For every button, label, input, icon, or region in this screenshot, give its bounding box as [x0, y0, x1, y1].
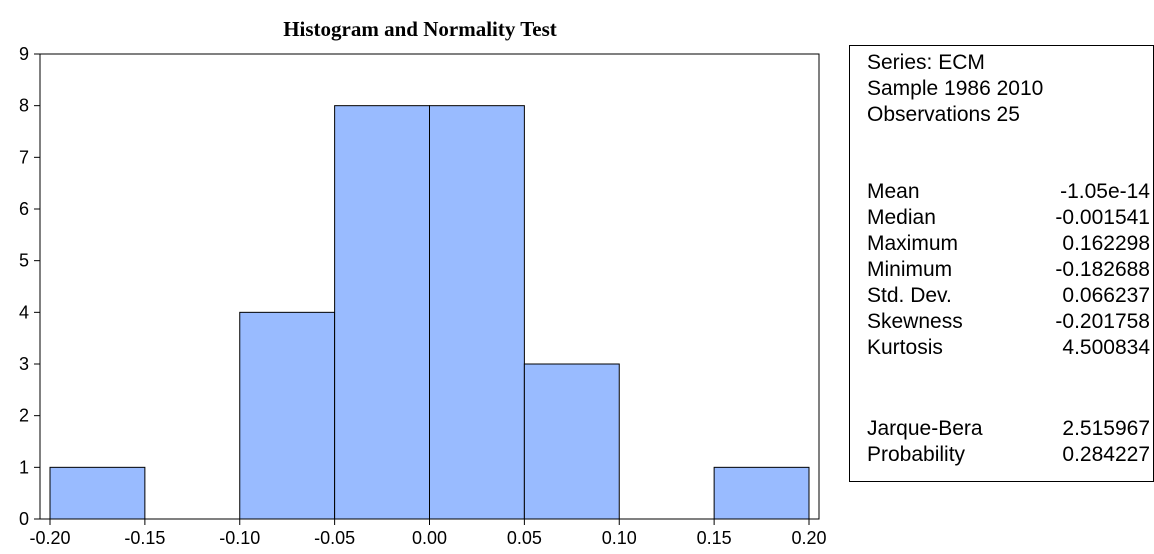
test-value: 0.284227	[1062, 443, 1150, 466]
histogram-bars	[49, 105, 810, 520]
stat-value: 4.500834	[1062, 336, 1150, 359]
y-axis: 0 1 2 3 4 5 6 7 8 9	[19, 44, 40, 529]
stat-value: -1.05e-14	[1060, 180, 1150, 203]
x-tick-label: -0.05	[314, 528, 355, 548]
y-tick-label: 4	[19, 302, 29, 322]
series-name: Series: ECM	[867, 51, 985, 74]
histogram-bar	[239, 311, 336, 520]
y-tick-label: 6	[19, 199, 29, 219]
x-tick-label: 0.20	[791, 528, 826, 548]
x-tick-label: -0.15	[124, 528, 165, 548]
stat-label: Skewness	[867, 310, 963, 333]
y-tick-label: 1	[19, 457, 29, 477]
x-axis: -0.20 -0.15 -0.10 -0.05 0.00 0.05 0.10 0.15 0.20	[29, 519, 827, 548]
test-value: 2.515967	[1062, 417, 1150, 440]
stat-row: Std. Dev. 0.066237	[867, 284, 1150, 308]
y-tick-label: 2	[19, 406, 29, 426]
y-tick-label: 7	[19, 147, 29, 167]
test-label: Jarque-Bera	[867, 417, 983, 440]
x-tick-label: -0.20	[29, 528, 70, 548]
stat-row: Skewness -0.201758	[867, 310, 1150, 334]
sample-range: Sample 1986 2010	[867, 77, 1044, 100]
stat-value: -0.001541	[1055, 206, 1150, 229]
stat-label: Median	[867, 206, 936, 229]
stat-value: -0.201758	[1055, 310, 1150, 333]
stat-row: Mean -1.05e-14	[867, 180, 1150, 204]
stat-row: Minimum -0.182688	[867, 258, 1150, 282]
stat-value: -0.182688	[1055, 258, 1150, 281]
test-row: Jarque-Bera 2.515967	[867, 417, 1150, 441]
x-tick-label: 0.00	[412, 528, 447, 548]
stat-row: Median -0.001541	[867, 206, 1150, 230]
y-tick-label: 9	[19, 44, 29, 64]
stat-value: 0.066237	[1062, 284, 1150, 307]
histogram-chart: 0 1 2 3 4 5 6 7 8 9 -0.20 -0.15 -0.10 -0.05 0.00 0.05 0…	[19, 44, 827, 548]
x-tick-label: 0.10	[602, 528, 637, 548]
x-tick-label: 0.05	[507, 528, 542, 548]
x-tick-label: -0.10	[219, 528, 260, 548]
histogram-bar	[523, 363, 620, 520]
stat-label: Mean	[867, 180, 920, 203]
chart-title: Histogram and Normality Test	[283, 17, 557, 41]
histogram-bar	[429, 105, 525, 520]
test-label: Probability	[867, 443, 966, 466]
test-row: Probability 0.284227	[867, 443, 1150, 467]
y-tick-label: 5	[19, 251, 29, 271]
stat-row: Kurtosis 4.500834	[867, 336, 1150, 360]
y-tick-label: 8	[19, 96, 29, 116]
y-tick-label: 0	[19, 509, 29, 529]
stat-label: Kurtosis	[867, 336, 943, 359]
stat-label: Std. Dev.	[867, 284, 952, 307]
statistics-panel: Series: ECM Sample 1986 2010 Observation…	[849, 45, 1154, 482]
stat-label: Minimum	[867, 258, 953, 281]
observations-count: Observations 25	[867, 103, 1020, 126]
histogram-bar	[49, 466, 146, 520]
stat-value: 0.162298	[1062, 232, 1150, 255]
x-tick-label: 0.15	[697, 528, 732, 548]
histogram-bar	[713, 466, 810, 520]
y-tick-label: 3	[19, 354, 29, 374]
histogram-bar	[334, 105, 430, 520]
stat-row: Maximum 0.162298	[867, 232, 1150, 256]
stat-label: Maximum	[867, 232, 959, 255]
